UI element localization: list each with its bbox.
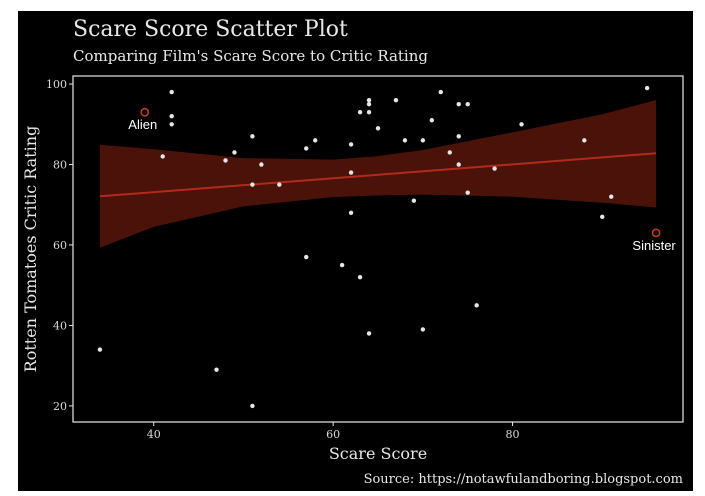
- data-point: [250, 403, 255, 409]
- y-tick-label: 100: [46, 78, 67, 91]
- data-point: [465, 190, 470, 195]
- data-point: [366, 97, 372, 103]
- data-point: [214, 367, 219, 372]
- data-point: [339, 262, 345, 268]
- y-axis-title: Rotten Tomatoes Critic Rating: [21, 126, 40, 373]
- data-point: [609, 194, 614, 199]
- highlight-marker: [651, 228, 661, 238]
- y-tick-label: 20: [53, 400, 67, 413]
- highlight-label: Sinister: [632, 238, 676, 253]
- trend-line-layer: [99, 152, 657, 198]
- data-point: [313, 138, 318, 143]
- data-point: [366, 331, 372, 336]
- data-point: [277, 182, 282, 187]
- data-point: [465, 101, 470, 107]
- data-point: [348, 142, 354, 147]
- data-point: [456, 162, 461, 167]
- data-point: [259, 162, 264, 167]
- chart-subtitle: Comparing Film's Scare Score to Critic R…: [73, 47, 428, 65]
- data-point: [169, 89, 174, 95]
- data-point: [456, 101, 461, 107]
- y-tick-label: 80: [53, 159, 67, 172]
- data-point: [357, 274, 363, 280]
- y-tick-label: 40: [53, 319, 67, 332]
- chart-caption: Source: https://notawfulandboring.blogsp…: [363, 472, 683, 487]
- highlight-marker: [140, 107, 150, 117]
- data-point: [519, 122, 524, 127]
- data-point: [600, 214, 605, 220]
- data-point: [366, 110, 372, 115]
- points-layer: [97, 85, 650, 409]
- x-tick-label: 80: [506, 428, 520, 441]
- data-point: [420, 327, 426, 332]
- trend-line: [99, 152, 657, 198]
- axis-layer: 40 60 80 20 40 60 80 100: [46, 75, 684, 441]
- data-point: [357, 110, 363, 115]
- x-axis-title: Scare Score: [329, 444, 427, 463]
- y-tick-label: 60: [53, 239, 67, 252]
- chart-title: Scare Score Scatter Plot: [73, 17, 348, 42]
- data-point: [393, 97, 399, 103]
- data-point: [169, 114, 174, 119]
- data-point: [223, 158, 228, 163]
- data-point: [348, 210, 354, 215]
- highlight-layer: Alien Sinister: [128, 107, 676, 253]
- data-point: [429, 118, 435, 123]
- x-tick-label: 40: [147, 428, 161, 441]
- data-point: [304, 146, 309, 151]
- chart-frame: Scare Score Scatter Plot Comparing Film'…: [18, 11, 693, 491]
- scatter-plot: Alien Sinister 40 60 80 20 40 60 80 100 Scare Sc…: [21, 75, 684, 463]
- data-point: [402, 138, 408, 143]
- x-tick-label: 60: [326, 428, 340, 441]
- data-point: [420, 138, 426, 143]
- data-point: [492, 166, 497, 171]
- data-point: [232, 150, 237, 155]
- data-point: [97, 347, 103, 352]
- data-point: [304, 254, 309, 260]
- panel-border: [72, 75, 684, 423]
- data-point: [366, 101, 372, 107]
- data-point: [348, 170, 354, 175]
- data-point: [250, 134, 255, 139]
- data-point: [474, 303, 479, 308]
- data-point: [169, 122, 174, 127]
- data-point: [582, 138, 587, 143]
- data-point: [160, 154, 165, 159]
- data-point: [447, 150, 452, 155]
- data-point: [250, 182, 255, 187]
- highlight-label: Alien: [128, 117, 157, 132]
- data-point: [456, 134, 461, 139]
- data-point: [411, 198, 417, 203]
- data-point: [438, 89, 443, 95]
- data-point: [375, 126, 381, 131]
- data-point: [644, 85, 650, 91]
